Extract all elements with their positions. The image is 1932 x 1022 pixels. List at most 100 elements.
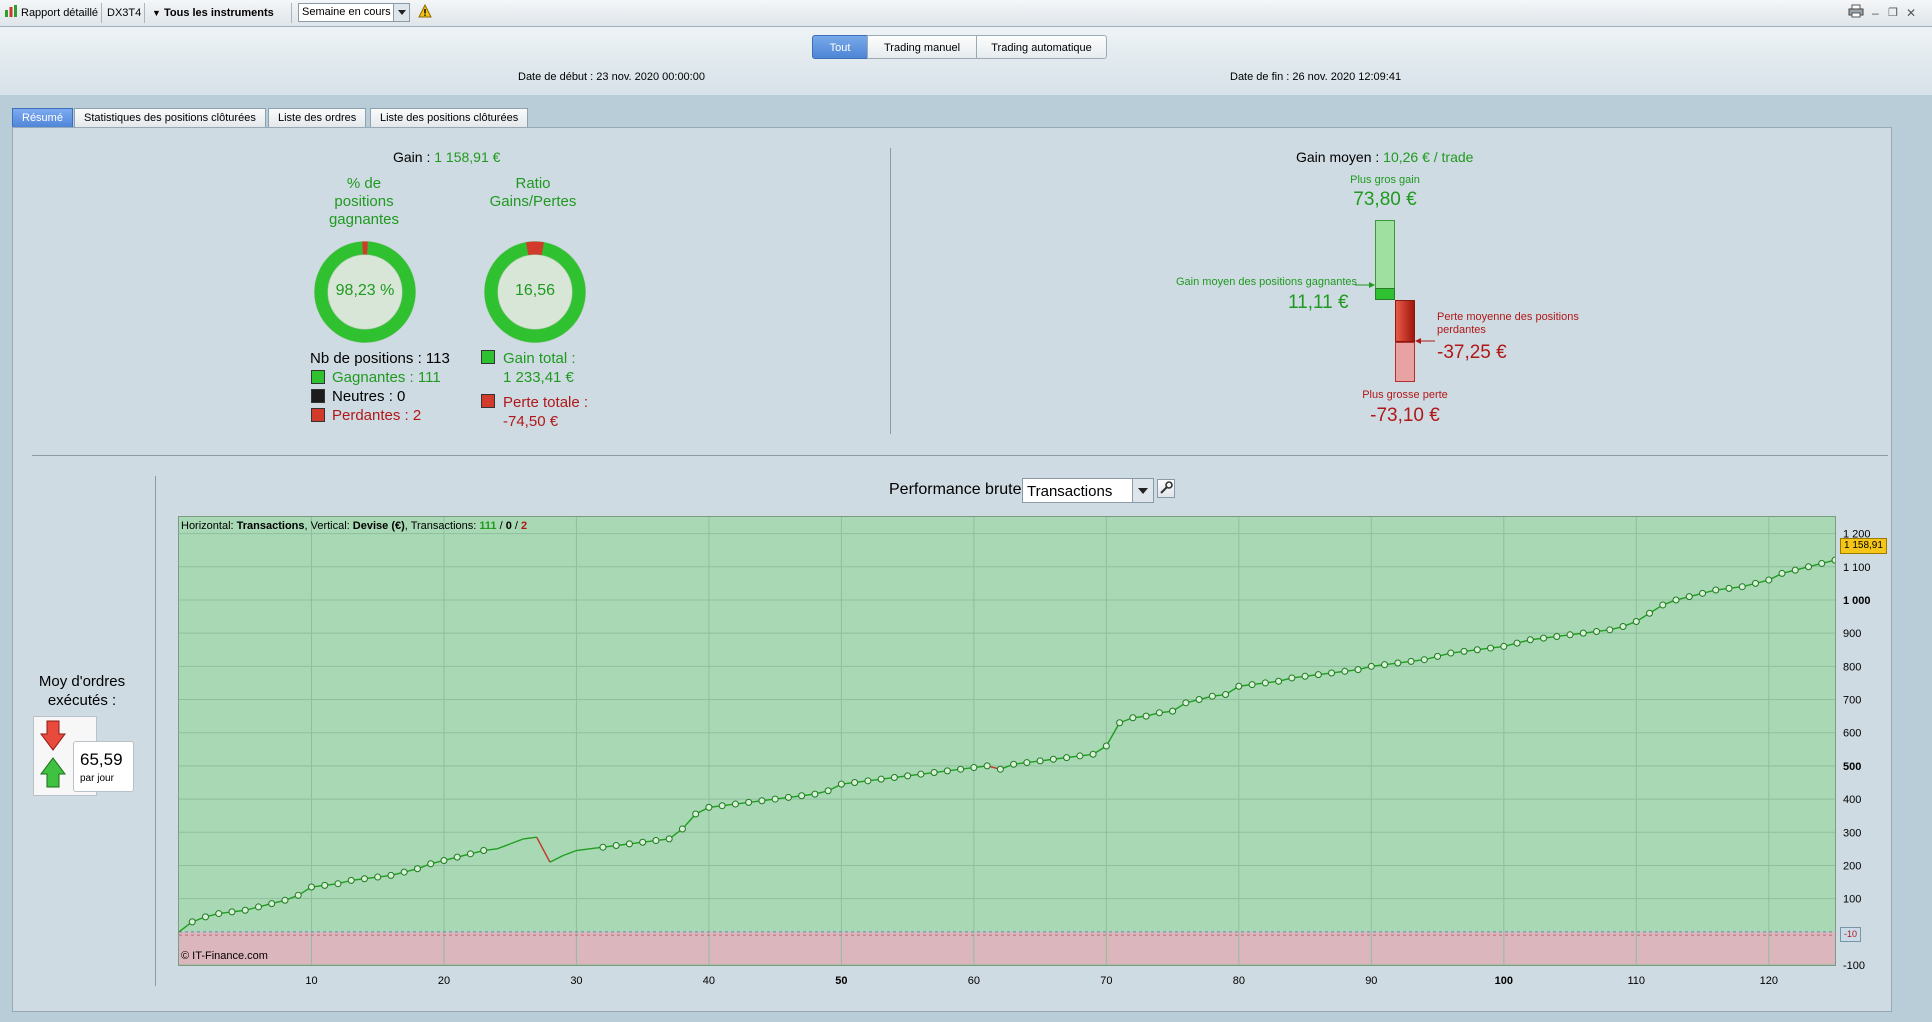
series-segment	[576, 848, 590, 852]
close-icon[interactable]: ✕	[1906, 6, 1917, 20]
data-point	[1447, 649, 1455, 657]
win-rate-value: 98,23 %	[335, 282, 395, 299]
data-point	[1632, 618, 1640, 626]
worst-loss-bar	[1395, 342, 1415, 382]
avg-win-bar	[1375, 288, 1395, 300]
data-point	[347, 876, 355, 884]
data-point	[718, 802, 726, 810]
data-point	[1314, 671, 1322, 679]
y-tick-label: -100	[1843, 960, 1865, 972]
series-segment	[1105, 722, 1121, 747]
filter-tab-automatic[interactable]: Trading automatique	[976, 35, 1107, 59]
y-tick-label: 600	[1843, 728, 1861, 740]
data-point	[268, 900, 276, 908]
legend-loss-swatch	[311, 408, 325, 422]
period-select[interactable]: Semaine en cours	[298, 3, 410, 22]
tab-summary[interactable]: Résumé	[12, 108, 73, 127]
data-point	[1049, 755, 1057, 763]
data-point	[1473, 646, 1481, 654]
data-point	[1063, 754, 1071, 762]
tab-orders-list[interactable]: Liste des ordres	[268, 108, 367, 127]
data-point	[413, 865, 421, 873]
data-point	[281, 896, 289, 904]
x-tick-label: 20	[438, 975, 450, 987]
data-point	[1818, 559, 1826, 567]
arrow-left-icon	[1415, 338, 1435, 344]
data-point	[758, 797, 766, 805]
data-point	[1169, 707, 1177, 715]
filter-tab-all[interactable]: Tout	[812, 35, 868, 59]
chevron-down-icon[interactable]	[1132, 479, 1153, 502]
print-icon[interactable]	[1848, 4, 1864, 22]
gain-total: Gain total : 1 233,41 €	[503, 350, 576, 386]
gain-summary: Gain : 1 158,91 €	[393, 149, 501, 165]
data-point	[1778, 569, 1786, 577]
ratio-title: Ratio Gains/Pertes	[489, 175, 577, 210]
data-point	[798, 792, 806, 800]
profit-zone	[179, 517, 1835, 932]
tab-closed-positions[interactable]: Liste des positions clôturées	[370, 108, 529, 127]
start-date: Date de début : 23 nov. 2020 00:00:00	[518, 71, 705, 83]
data-point	[1407, 657, 1415, 665]
performance-chart[interactable]: Horizontal: Transactions, Vertical: Devi…	[178, 516, 1836, 966]
data-point	[745, 798, 753, 806]
filter-tab-manual[interactable]: Trading manuel	[867, 35, 977, 59]
data-point	[440, 856, 448, 864]
data-point	[334, 880, 342, 888]
avg-loss-value: -37,25 €	[1437, 342, 1507, 363]
data-point	[639, 838, 647, 846]
avg-loss-bar	[1395, 300, 1415, 342]
y-tick-label: 800	[1843, 661, 1861, 673]
data-point	[904, 772, 912, 780]
data-point	[1394, 659, 1402, 667]
chevron-down-icon: ▼	[152, 8, 161, 18]
data-point	[1222, 691, 1230, 699]
restore-icon[interactable]: ❐	[1888, 7, 1898, 19]
minimize-icon[interactable]: –	[1872, 6, 1879, 20]
data-point	[400, 868, 408, 876]
series-segment	[562, 849, 577, 857]
data-point	[678, 825, 686, 833]
data-point	[917, 770, 925, 778]
tab-closed-stats[interactable]: Statistiques des positions clôturées	[74, 108, 266, 127]
series-segment	[509, 838, 524, 845]
data-point	[1460, 647, 1468, 655]
data-point	[1155, 709, 1163, 717]
data-point	[811, 790, 819, 798]
series-segment	[523, 836, 537, 840]
data-point	[374, 873, 382, 881]
data-point	[201, 913, 209, 921]
data-point	[1500, 642, 1508, 650]
data-point	[321, 881, 329, 889]
data-point	[837, 780, 845, 788]
data-point	[864, 777, 872, 785]
best-gain-label: Plus gros gain	[1350, 174, 1420, 186]
y-tick-label: 700	[1843, 695, 1861, 707]
data-point	[254, 903, 262, 911]
x-tick-label: 50	[835, 975, 847, 987]
end-date: Date de fin : 26 nov. 2020 12:09:41	[1230, 71, 1402, 83]
x-tick-label: 30	[570, 975, 582, 987]
data-point	[307, 883, 315, 891]
ratio-value: 16,56	[514, 282, 556, 299]
winners-count: Gagnantes : 111	[332, 369, 441, 386]
data-point	[1434, 652, 1442, 660]
performance-select[interactable]: Transactions	[1022, 478, 1154, 503]
performance-chart-svg	[179, 517, 1835, 965]
wrench-icon[interactable]	[1157, 479, 1175, 498]
losers-count: Perdantes : 2	[332, 407, 422, 424]
account-label[interactable]: DX3T4	[107, 7, 142, 19]
data-point	[705, 803, 713, 811]
average-gain: Gain moyen : 10,26 € / trade	[1296, 149, 1474, 165]
warning-icon[interactable]	[418, 3, 432, 22]
neutral-count: Neutres : 0	[332, 388, 406, 405]
data-point	[1235, 682, 1243, 690]
chevron-down-icon[interactable]	[393, 4, 409, 21]
data-point	[1301, 672, 1309, 680]
y-tick-label: 1 100	[1843, 562, 1871, 574]
zero-line-badge: -10	[1840, 927, 1862, 943]
worst-loss-label: Plus grosse perte	[1362, 389, 1448, 401]
instruments-dropdown[interactable]: ▼ Tous les instruments	[152, 7, 274, 19]
x-tick-label: 100	[1495, 975, 1513, 987]
legend-gain-total-swatch	[481, 350, 495, 364]
